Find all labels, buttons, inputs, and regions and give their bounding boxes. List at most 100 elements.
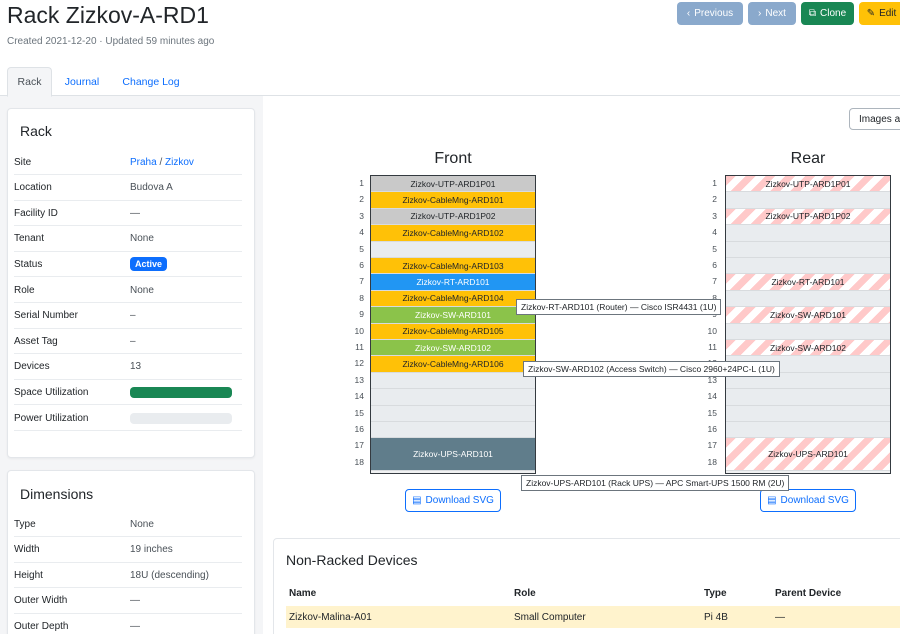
rack-device-zizkov-utp-ard1p02[interactable]: Zizkov-UTP-ARD1P02 <box>371 208 535 226</box>
rack-device-zizkov-utp-ard1p01[interactable]: Zizkov-UTP-ARD1P01 <box>726 176 890 193</box>
unit-number: 14 <box>354 391 364 402</box>
row-key: Serial Number <box>14 310 78 322</box>
row-key: Height <box>14 569 43 581</box>
unit-number: 8 <box>359 292 364 303</box>
rack-device-zizkov-utp-ard1p02[interactable]: Zizkov-UTP-ARD1P02 <box>726 208 890 226</box>
rack-device-zizkov-rt-ard101[interactable]: Zizkov-RT-ARD101 <box>726 274 890 291</box>
rack-device-zizkov-sw-ard101[interactable]: Zizkov-SW-ARD101 <box>726 307 890 324</box>
clone-button[interactable]: ⧉ Clone <box>801 2 854 25</box>
row-key: Outer Depth <box>14 620 69 632</box>
rack-device-zizkov-cablemng-ard104[interactable]: Zizkov-CableMng-ARD104 <box>371 290 535 308</box>
empty-rack-unit <box>726 290 890 308</box>
row-value: — <box>130 207 140 219</box>
router-tooltip: Zizkov-RT-ARD101 (Router) — Cisco ISR443… <box>516 299 722 315</box>
empty-rack-unit <box>371 389 535 406</box>
row-value[interactable]: Budova A <box>130 182 173 194</box>
unit-number: 1 <box>359 178 364 188</box>
clone-button-label: Clone <box>820 8 847 19</box>
edit-button[interactable]: ✎ Edit <box>859 2 900 25</box>
ups-tooltip: Zizkov-UPS-ARD101 (Rack UPS) — APC Smart… <box>521 475 790 491</box>
row-value: – <box>130 335 136 347</box>
unit-number: 18 <box>354 456 364 467</box>
rack-device-zizkov-ups-ard101[interactable]: Zizkov-UPS-ARD101 <box>371 438 535 472</box>
front-elevation: Zizkov-UTP-ARD1P01 Zizkov-CableMng-ARD101… <box>370 175 536 474</box>
rack-device-zizkov-cablemng-ard102[interactable]: Zizkov-CableMng-ARD102 <box>371 225 535 242</box>
unit-number: 10 <box>354 325 364 336</box>
rack-device-zizkov-cablemng-ard105[interactable]: Zizkov-CableMng-ARD105 <box>371 323 535 340</box>
images-button[interactable]: Images a <box>849 108 900 130</box>
rack-device-zizkov-ups-ard101[interactable]: Zizkov-UPS-ARD101 <box>726 438 890 472</box>
unit-number: 14 <box>707 391 717 402</box>
site-separator: / <box>156 156 166 168</box>
rear-heading: Rear <box>790 150 826 167</box>
unit-number: 6 <box>712 260 717 270</box>
unit-number: 18 <box>707 456 717 467</box>
rack-device-zizkov-cablemng-ard106[interactable]: Zizkov-CableMng-ARD106 <box>371 356 535 373</box>
column-header-type: Type <box>704 588 727 599</box>
row-key: Width <box>14 544 40 556</box>
utilization-bar <box>130 386 232 398</box>
front-heading: Front <box>434 150 472 167</box>
device-parent: — <box>775 612 785 623</box>
download-svg-rear-button[interactable]: ▤ Download SVG <box>760 489 856 512</box>
column-header-name: Name <box>289 588 317 599</box>
utilization-bar-fill <box>130 386 232 398</box>
row-key: Location <box>14 182 52 194</box>
row-value: None <box>130 233 154 245</box>
tab-journal[interactable]: Journal <box>64 75 100 88</box>
edit-button-label: Edit <box>879 8 897 19</box>
rack-device-zizkov-cablemng-ard103[interactable]: Zizkov-CableMng-ARD103 <box>371 258 535 275</box>
unit-number: 12 <box>354 358 364 369</box>
rack-row-role: Role None <box>14 278 242 303</box>
previous-button[interactable]: ‹ Previous <box>677 2 743 25</box>
rack-device-zizkov-utp-ard1p01[interactable]: Zizkov-UTP-ARD1P01 <box>371 176 535 193</box>
dimensions-card: Dimensions <box>7 470 255 634</box>
unit-number: 17 <box>354 440 364 451</box>
empty-rack-unit <box>371 241 535 258</box>
download-svg-front-button[interactable]: ▤ Download SVG <box>405 489 501 512</box>
rack-row-status: Status Active <box>14 252 242 278</box>
rack-device-zizkov-rt-ard101[interactable]: Zizkov-RT-ARD101 <box>371 274 535 291</box>
empty-rack-unit <box>726 405 890 422</box>
unit-number: 2 <box>712 194 717 205</box>
unit-number: 15 <box>354 407 364 418</box>
next-button-label: Next <box>765 8 786 19</box>
rack-device-zizkov-sw-ard102[interactable]: Zizkov-SW-ARD102 <box>371 340 535 357</box>
rack-row-asset-tag: Asset Tag – <box>14 329 242 355</box>
row-key: Outer Width <box>14 595 68 607</box>
row-value[interactable]: 13 <box>130 361 142 373</box>
row-value: — <box>130 595 140 607</box>
chevron-left-icon: ‹ <box>686 8 691 19</box>
row-key: Site <box>14 156 32 168</box>
unit-number: 16 <box>707 424 717 434</box>
dimensions-card-title: Dimensions <box>20 486 94 502</box>
rack-device-zizkov-sw-ard101[interactable]: Zizkov-SW-ARD101 <box>371 307 535 324</box>
dimension-row-width: Width 19 inches <box>14 538 242 563</box>
rack-device-zizkov-cablemng-ard101[interactable]: Zizkov-CableMng-ARD101 <box>371 192 535 209</box>
site-region-link[interactable]: Praha <box>130 156 157 168</box>
previous-button-label: Previous <box>694 8 734 19</box>
unit-number: 9 <box>359 309 364 320</box>
rack-card: Rack <box>7 108 255 458</box>
file-icon: ▤ <box>767 495 777 506</box>
unit-number: 3 <box>359 210 364 221</box>
device-name-link[interactable]: Zizkov-Malina-A01 <box>289 612 372 623</box>
tab-change-log[interactable]: Change Log <box>122 75 180 88</box>
empty-rack-unit <box>726 323 890 340</box>
device-role: Small Computer <box>514 612 586 623</box>
rack-device-zizkov-sw-ard102[interactable]: Zizkov-SW-ARD102 <box>726 340 890 357</box>
row-value: 19 inches <box>130 544 173 556</box>
table-row <box>286 606 900 628</box>
site-link[interactable]: Zizkov <box>165 156 194 168</box>
rack-row-tenant: Tenant None <box>14 227 242 252</box>
tab-rack[interactable]: Rack <box>7 67 52 97</box>
status-badge: Active <box>130 256 168 271</box>
unit-number: 2 <box>359 194 364 205</box>
row-key: Devices <box>14 361 50 373</box>
site-value: Praha / Zizkov <box>130 157 194 168</box>
row-value: 18U (descending) <box>130 569 209 581</box>
unit-number: 17 <box>707 440 717 451</box>
rack-card-title: Rack <box>20 123 52 139</box>
next-button[interactable]: › Next <box>748 2 796 25</box>
unit-number: 4 <box>359 227 364 238</box>
